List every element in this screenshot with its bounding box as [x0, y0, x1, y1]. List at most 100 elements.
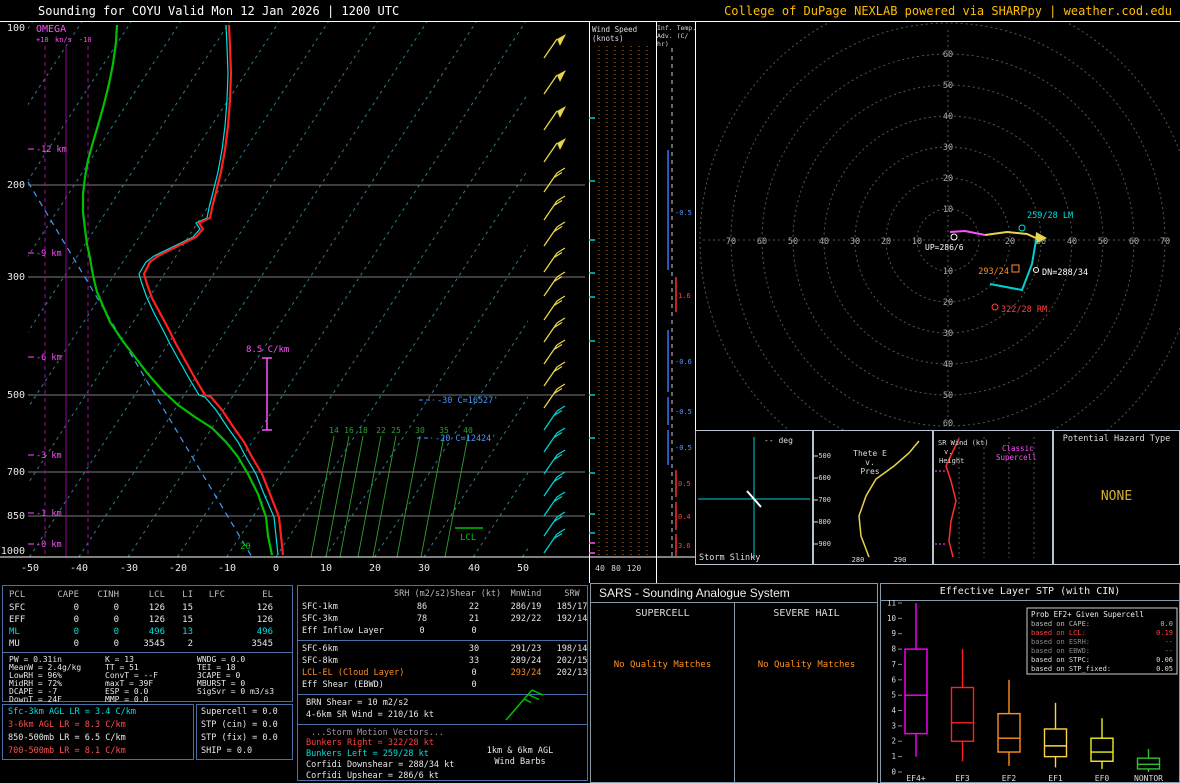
wind-panel-title-2: (knots) — [592, 34, 624, 43]
svg-text:20: 20 — [369, 563, 381, 574]
dashed-isotherm-highlight — [27, 181, 253, 558]
pressure-gridlines — [28, 184, 585, 517]
temp-advection-panel: Inf. Temp. Adv. (C/ hr) -0.5 1.6 -0.6 -0… — [656, 22, 695, 583]
svg-text:-3 km: -3 km — [36, 451, 62, 461]
svg-text:based on ESRH:: based on ESRH: — [1031, 638, 1090, 646]
sars-title: SARS - Sounding Analogue System — [599, 586, 790, 600]
svg-text:kn/s: kn/s — [55, 36, 72, 44]
parcel-row-ml: ML 0 0 496 13 496 — [9, 627, 273, 637]
svg-text:20: 20 — [881, 237, 891, 247]
lapse-850-500: 850-500mb LR = 6.5 C/km — [8, 733, 126, 743]
bunkers-right: Bunkers Right = 322/28 kt — [306, 738, 434, 748]
svg-text:-30: -30 — [120, 563, 138, 574]
svg-text:280: 280 — [852, 556, 865, 564]
svg-text:70: 70 — [1160, 237, 1170, 247]
svg-text:based on STPC:: based on STPC: — [1031, 656, 1090, 664]
svg-text:14: 14 — [329, 426, 339, 435]
svg-text:40: 40 — [468, 563, 480, 574]
lcl-label: LCL — [460, 533, 476, 543]
svg-text:0: 0 — [891, 768, 896, 777]
svg-text:--: -- — [1165, 638, 1173, 646]
wind-speed-panel: Wind Speed (knots) 40 80 120 — [589, 22, 656, 583]
hazard-title: Potential Hazard Type — [1062, 434, 1171, 444]
agl-wind-barb-icon — [505, 689, 544, 721]
barb-caption-1: 1km & 6km AGL — [486, 746, 554, 756]
adv-title-1: Inf. Temp. — [657, 24, 695, 32]
svg-text:20: 20 — [1005, 237, 1015, 247]
svg-text:-10: -10 — [79, 36, 92, 44]
svg-text:30: 30 — [943, 143, 953, 153]
svg-text:-0.5: -0.5 — [675, 209, 692, 217]
srwind-gridlines — [958, 437, 1035, 558]
bunkers-left: Bunkers Left = 259/28 kt — [306, 749, 429, 759]
svg-text:OMEGA: OMEGA — [36, 24, 66, 35]
speed-gridlines — [598, 46, 648, 557]
slinky-deg: -- deg — [764, 436, 793, 445]
corfidi-downshear: Corfidi Downshear = 288/34 kt — [306, 760, 455, 770]
svg-text:-1 km: -1 km — [36, 509, 62, 519]
svg-text:10: 10 — [320, 563, 332, 574]
svg-text:-20: -20 — [169, 563, 187, 574]
page-title: Sounding for COYU Valid Mon 12 Jan 2026 … — [38, 4, 400, 18]
indices-col-3: WNDG = 0.0 TEI = 18 3CAPE = 0 MBURST = 0 Si… — [197, 655, 275, 696]
svg-text:EF4+: EF4+ — [906, 774, 925, 782]
lapse-rate-label: 8.5 C/km — [246, 345, 289, 355]
svg-text:EF2: EF2 — [1002, 774, 1017, 782]
svg-text:800: 800 — [818, 518, 831, 526]
svg-text:20: 20 — [943, 174, 953, 184]
thetae-pressure-labels: 500 600 700 800 900 — [818, 452, 831, 548]
stp-fix: STP (fix) = 0.0 — [201, 733, 278, 743]
sfc-mixratio-label: 20 — [240, 542, 251, 552]
svg-text:NONTOR: NONTOR — [1134, 774, 1163, 782]
svg-text:10: 10 — [887, 614, 897, 623]
svg-text:--: -- — [1165, 647, 1173, 655]
stp-y-ticks — [898, 602, 902, 773]
wind-barbs-lower — [543, 405, 566, 554]
svg-text:2: 2 — [891, 737, 896, 746]
thetae-x-labels: 280 290 — [852, 556, 907, 564]
hodo-trace-high — [989, 239, 1037, 292]
kin-row-lcl-el: LCL-EL (Cloud Layer) 0 293/24 202/13 — [302, 668, 588, 678]
temperature-trace — [142, 24, 285, 556]
svg-text:6: 6 — [891, 675, 896, 684]
svg-text:200: 200 — [7, 180, 25, 191]
thetae-title-2: v. — [865, 458, 875, 467]
svg-text:+10: +10 — [36, 36, 49, 44]
svg-text:0.5: 0.5 — [678, 480, 691, 488]
thetae-ticks — [814, 455, 818, 545]
svg-text:EF0: EF0 — [1095, 774, 1110, 782]
thetae-title-3: Pres — [860, 467, 879, 476]
wind-barbs-upper — [543, 33, 567, 409]
svg-text:40: 40 — [943, 112, 953, 122]
svg-text:900: 900 — [818, 540, 831, 548]
stp-cin: STP (cin) = 0.0 — [201, 720, 278, 730]
svg-text:0: 0 — [273, 563, 279, 574]
svg-text:50: 50 — [788, 237, 798, 247]
svg-text:40: 40 — [1067, 237, 1077, 247]
height-labels: -12 km -9 km -6 km -3 km -1 km -0 km — [28, 145, 67, 550]
svg-text:-12 km: -12 km — [36, 145, 67, 155]
thermo-panel: PCL CAPE CINH LCL LI LFC EL SFC 0 0 126 15 12… — [2, 585, 293, 704]
storm-motion-title: ...Storm Motion Vectors... — [311, 728, 445, 738]
sars-supercell-header: SUPERCELL — [635, 608, 690, 619]
barb-caption-2: Wind Barbs — [494, 757, 546, 767]
up-label: UP=286/6 — [925, 243, 964, 252]
svg-text:1.6: 1.6 — [678, 292, 691, 300]
svg-text:-10: -10 — [218, 563, 236, 574]
svg-text:3: 3 — [891, 721, 896, 730]
svg-text:1000: 1000 — [1, 546, 25, 557]
pressure-labels: 100 200 300 500 700 850 1000 — [1, 23, 25, 557]
stp-category-labels: EF4+ EF3 EF2 EF1 EF0 NONTOR — [906, 774, 1163, 782]
wind-axis-labels: 40 80 120 — [595, 564, 641, 573]
omega-labels: OMEGA +10 kn/s -10 — [36, 24, 92, 44]
meanwind-label: 293/24 — [978, 267, 1009, 277]
temp-axis-labels: -50 -40 -30 -20 -10 0 10 20 30 40 50 — [21, 563, 529, 574]
wetbulb-trace — [138, 24, 279, 556]
svg-text:EF3: EF3 — [955, 774, 970, 782]
srwind-annot-2: Supercell — [996, 453, 1037, 462]
stp-legend: Prob EF2+ Given Supercell based on CAPE:… — [1026, 607, 1178, 675]
svg-text:-0.5: -0.5 — [675, 444, 692, 452]
